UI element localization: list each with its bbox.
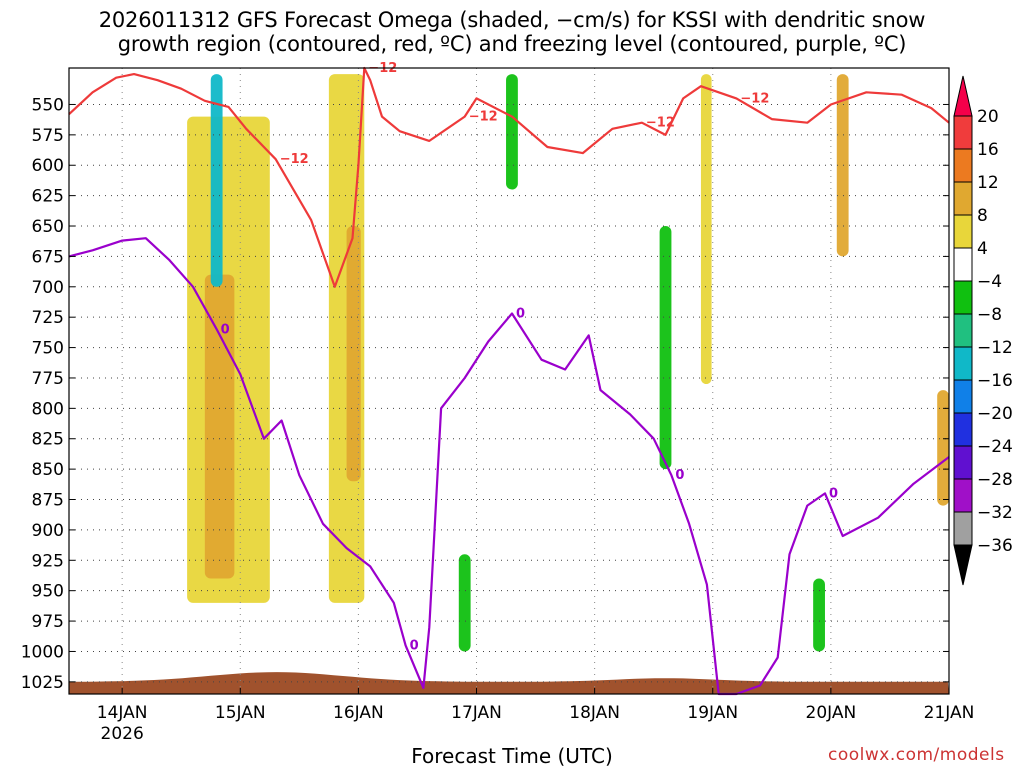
freezing-level-contour-label: 0 [221,322,230,337]
colorbar-cell [953,247,973,282]
y-tick-label: 1025 [21,673,64,693]
colorbar-tick-label: 20 [977,107,999,127]
colorbar-tick-label: −36 [977,536,1013,556]
colorbar-cell [953,280,973,315]
omega-region [813,578,825,652]
colorbar-tick-label: −32 [977,503,1013,523]
y-tick-label: 800 [32,399,64,419]
omega-region [659,226,672,470]
y-tick-label: 950 [32,582,64,602]
x-axis: 14JAN 15JAN 16JAN 17JAN 18JAN 19JAN 20JAN 21JAN… [97,688,975,744]
y-tick-label: 975 [32,612,64,632]
y-tick-label: 775 [32,369,64,389]
y-tick-label: 650 [32,217,64,237]
y-tick-label: 675 [32,247,64,267]
colorbar-tick-label: −20 [977,404,1013,424]
y-tick-label: 700 [32,278,64,298]
colorbar-cell [953,75,973,117]
x-tick-label: 20JAN [806,703,857,723]
omega-region [836,74,849,257]
dgz-contour-label: −12 [469,110,498,125]
colorbar-tick-label: −12 [977,338,1013,358]
colorbar-cell [953,115,973,150]
y-tick-label: 825 [32,430,64,450]
omega-region [210,74,223,287]
colorbar-cell [953,313,973,348]
colorbar-tick-label: 4 [977,239,988,259]
x-tick-label: 14JAN [97,703,148,723]
y-tick-label: 850 [32,460,64,480]
freezing-level-contour-label: 0 [829,486,838,501]
colorbar-cell [953,511,973,546]
source-credit: coolwx.com/models [828,745,1005,765]
colorbar-cell [953,544,973,586]
omega-region [700,74,712,385]
omega-region [937,390,949,506]
colorbar: 20 16 12 8 4 −4 −8 −12 −16 −20 −24 −28 −32 −36 [953,75,1013,586]
y-tick-label: 550 [32,95,64,115]
chart-title-line-1: 2026011312 GFS Forecast Omega (shaded, −… [98,8,926,32]
x-axis-label: Forecast Time (UTC) [411,744,613,768]
dgz-contour-label: −12 [740,91,769,106]
y-tick-label: 875 [32,491,64,511]
y-axis: 550 575 600 625 650 675 700 725 750 775 800 825 850 8… [21,95,949,693]
colorbar-cell [953,412,973,447]
colorbar-cell [953,214,973,249]
freezing-level-contour-label: 0 [410,638,419,653]
freezing-level-contour-label: 0 [675,468,684,483]
y-tick-label: 925 [32,551,64,571]
dgz-contour [68,66,950,288]
x-tick-label: 21JAN [924,703,975,723]
colorbar-tick-label: −24 [977,437,1013,457]
colorbar-cell [953,379,973,414]
chart-title-line-2: growth region (contoured, red, ºC) and f… [117,32,907,56]
colorbar-cell [953,181,973,216]
colorbar-cell [953,148,973,183]
y-tick-label: 900 [32,521,64,541]
colorbar-tick-label: 16 [977,140,999,160]
plot-frame [68,67,950,695]
x-tick-label: 19JAN [687,703,738,723]
colorbar-tick-label: −28 [977,470,1013,490]
colorbar-cell [953,445,973,480]
colorbar-tick-label: −4 [977,272,1002,292]
y-tick-label: 1000 [21,642,64,662]
y-tick-label: 600 [32,156,64,176]
y-tick-label: 575 [32,126,64,146]
dgz-contour-label: −12 [646,116,675,131]
x-tick-label: 15JAN [215,703,266,723]
omega-region [204,274,235,579]
freezing-level-contour [68,237,950,696]
y-tick-label: 750 [32,339,64,359]
x-year-label: 2026 [101,724,144,744]
freezing-level-contour-label: 0 [516,307,525,322]
colorbar-tick-label: 8 [977,206,988,226]
omega-region [506,74,518,190]
y-tick-label: 625 [32,187,64,207]
terrain-fill [69,672,949,694]
y-tick-label: 725 [32,308,64,328]
colorbar-tick-label: −16 [977,371,1013,391]
terrain-layer [69,672,949,694]
colorbar-tick-label: 12 [977,173,999,193]
colorbar-tick-label: −8 [977,305,1002,325]
dgz-contour-label: −12 [280,152,309,167]
colorbar-cell [953,478,973,513]
omega-region [346,226,361,482]
x-tick-label: 18JAN [569,703,620,723]
omega-region [458,554,471,652]
colorbar-cell [953,346,973,381]
x-tick-label: 17JAN [451,703,502,723]
x-tick-label: 16JAN [333,703,384,723]
